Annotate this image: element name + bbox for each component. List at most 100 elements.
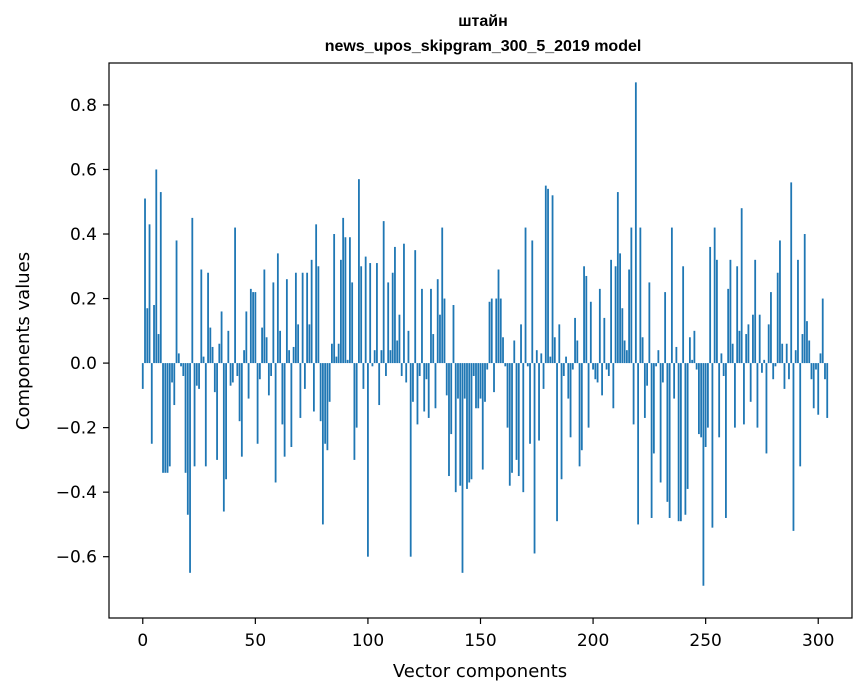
bar-16 bbox=[177, 353, 180, 364]
bar-158 bbox=[497, 269, 500, 364]
bar-65 bbox=[288, 350, 291, 364]
bar-7 bbox=[157, 334, 160, 364]
bar-285 bbox=[783, 363, 786, 389]
bar-249 bbox=[702, 363, 705, 586]
bar-51 bbox=[256, 363, 259, 444]
bar-103 bbox=[373, 350, 376, 364]
bar-0 bbox=[141, 363, 144, 389]
bar-4 bbox=[150, 363, 153, 444]
bar-139 bbox=[454, 363, 457, 493]
bar-80 bbox=[321, 363, 324, 525]
bar-153 bbox=[486, 363, 489, 370]
bar-138 bbox=[452, 305, 455, 364]
bar-224 bbox=[646, 363, 649, 386]
bar-179 bbox=[544, 185, 547, 364]
bar-22 bbox=[191, 217, 194, 364]
bar-150 bbox=[479, 363, 482, 399]
bar-256 bbox=[718, 363, 721, 438]
bar-191 bbox=[571, 363, 574, 370]
bar-294 bbox=[803, 234, 806, 364]
bar-186 bbox=[560, 363, 563, 480]
bar-82 bbox=[326, 363, 329, 451]
bar-280 bbox=[772, 363, 775, 380]
bar-216 bbox=[628, 269, 630, 364]
bar-271 bbox=[752, 314, 754, 364]
bar-78 bbox=[317, 266, 320, 364]
bar-143 bbox=[463, 363, 466, 399]
bar-31 bbox=[211, 346, 214, 364]
bar-111 bbox=[391, 272, 394, 364]
bar-175 bbox=[535, 350, 538, 364]
bar-13 bbox=[171, 363, 173, 383]
bar-236 bbox=[673, 363, 676, 399]
bar-241 bbox=[684, 363, 687, 515]
bar-212 bbox=[619, 253, 621, 364]
bar-29 bbox=[207, 272, 209, 364]
bar-215 bbox=[625, 350, 628, 364]
bar-238 bbox=[677, 363, 680, 522]
bar-182 bbox=[551, 195, 554, 364]
bar-83 bbox=[328, 363, 331, 402]
bar-259 bbox=[725, 363, 727, 518]
bar-226 bbox=[650, 363, 653, 518]
bar-165 bbox=[513, 340, 516, 364]
bar-210 bbox=[614, 266, 617, 364]
bar-68 bbox=[294, 272, 297, 364]
bar-197 bbox=[585, 275, 588, 364]
bar-77 bbox=[315, 224, 318, 364]
bar-88 bbox=[340, 259, 342, 364]
bar-66 bbox=[290, 363, 293, 447]
bar-274 bbox=[758, 314, 761, 364]
x-tick-label: 50 bbox=[245, 631, 267, 651]
bar-301 bbox=[819, 353, 822, 364]
bar-63 bbox=[283, 363, 286, 457]
bar-137 bbox=[450, 363, 453, 435]
bar-113 bbox=[396, 340, 399, 364]
bar-157 bbox=[495, 298, 498, 364]
bar-183 bbox=[553, 337, 556, 364]
bar-20 bbox=[186, 363, 189, 515]
bar-266 bbox=[740, 208, 743, 364]
bar-123 bbox=[418, 363, 421, 376]
bar-26 bbox=[200, 269, 203, 364]
bar-180 bbox=[547, 188, 549, 364]
bar-298 bbox=[812, 363, 815, 409]
x-axis-ticks: 0 50 100 150 200 250 300 bbox=[137, 618, 834, 651]
bar-89 bbox=[342, 217, 345, 364]
bar-21 bbox=[189, 363, 191, 573]
bar-92 bbox=[349, 237, 351, 364]
bar-202 bbox=[596, 363, 599, 383]
bar-147 bbox=[472, 363, 475, 376]
bar-270 bbox=[749, 363, 752, 402]
bar-34 bbox=[218, 343, 221, 364]
bar-3 bbox=[148, 224, 151, 364]
bar-105 bbox=[378, 363, 381, 406]
y-axis-label: Components values bbox=[13, 252, 34, 430]
bar-28 bbox=[204, 363, 207, 467]
bar-243 bbox=[688, 337, 691, 364]
bar-279 bbox=[770, 292, 772, 364]
y-tick-label: 0.2 bbox=[70, 290, 97, 310]
bar-174 bbox=[533, 363, 536, 554]
bar-73 bbox=[306, 272, 309, 364]
bar-41 bbox=[234, 227, 236, 364]
bar-84 bbox=[331, 343, 333, 364]
bar-304 bbox=[826, 363, 829, 418]
bar-162 bbox=[506, 363, 509, 428]
y-tick-label: 0.8 bbox=[70, 96, 97, 116]
bar-107 bbox=[382, 221, 385, 364]
bar-195 bbox=[580, 363, 583, 451]
bar-286 bbox=[785, 343, 788, 364]
bar-117 bbox=[405, 363, 408, 383]
bar-222 bbox=[641, 337, 644, 364]
bar-56 bbox=[267, 363, 270, 396]
bar-233 bbox=[666, 363, 669, 502]
bar-255 bbox=[716, 259, 718, 364]
bar-24 bbox=[195, 363, 198, 386]
bar-81 bbox=[324, 363, 327, 444]
x-axis-label: Vector components bbox=[393, 661, 567, 682]
bar-135 bbox=[445, 363, 448, 396]
y-tick-label: −0.6 bbox=[56, 548, 97, 568]
bar-206 bbox=[605, 363, 608, 370]
